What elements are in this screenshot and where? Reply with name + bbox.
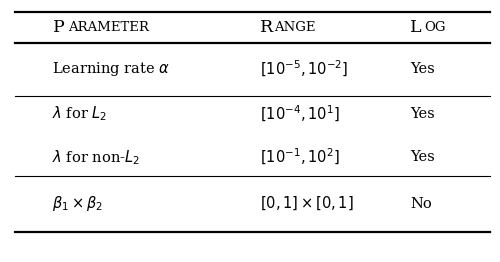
Text: Yes: Yes [410,107,435,121]
Text: $[10^{-4}, 10^{1}]$: $[10^{-4}, 10^{1}]$ [260,104,340,124]
Text: $\lambda$ for non-$L_2$: $\lambda$ for non-$L_2$ [52,148,141,167]
Text: R: R [260,19,273,36]
Text: $[10^{-5}, 10^{-2}]$: $[10^{-5}, 10^{-2}]$ [260,59,348,79]
Text: Yes: Yes [410,150,435,164]
Text: $\beta_1 \times \beta_2$: $\beta_1 \times \beta_2$ [52,194,104,213]
Text: Yes: Yes [410,62,435,77]
Text: P: P [52,19,64,36]
Text: $\lambda$ for $L_2$: $\lambda$ for $L_2$ [52,105,108,123]
Text: OG: OG [424,21,446,34]
Text: $[10^{-1}, 10^{2}]$: $[10^{-1}, 10^{2}]$ [260,147,340,167]
Text: L: L [410,19,422,36]
Text: ANGE: ANGE [274,21,316,34]
Text: Learning rate $\alpha$: Learning rate $\alpha$ [52,61,171,78]
Text: ARAMETER: ARAMETER [68,21,150,34]
Text: No: No [410,197,432,211]
Text: $[0, 1] \times [0, 1]$: $[0, 1] \times [0, 1]$ [260,195,354,212]
